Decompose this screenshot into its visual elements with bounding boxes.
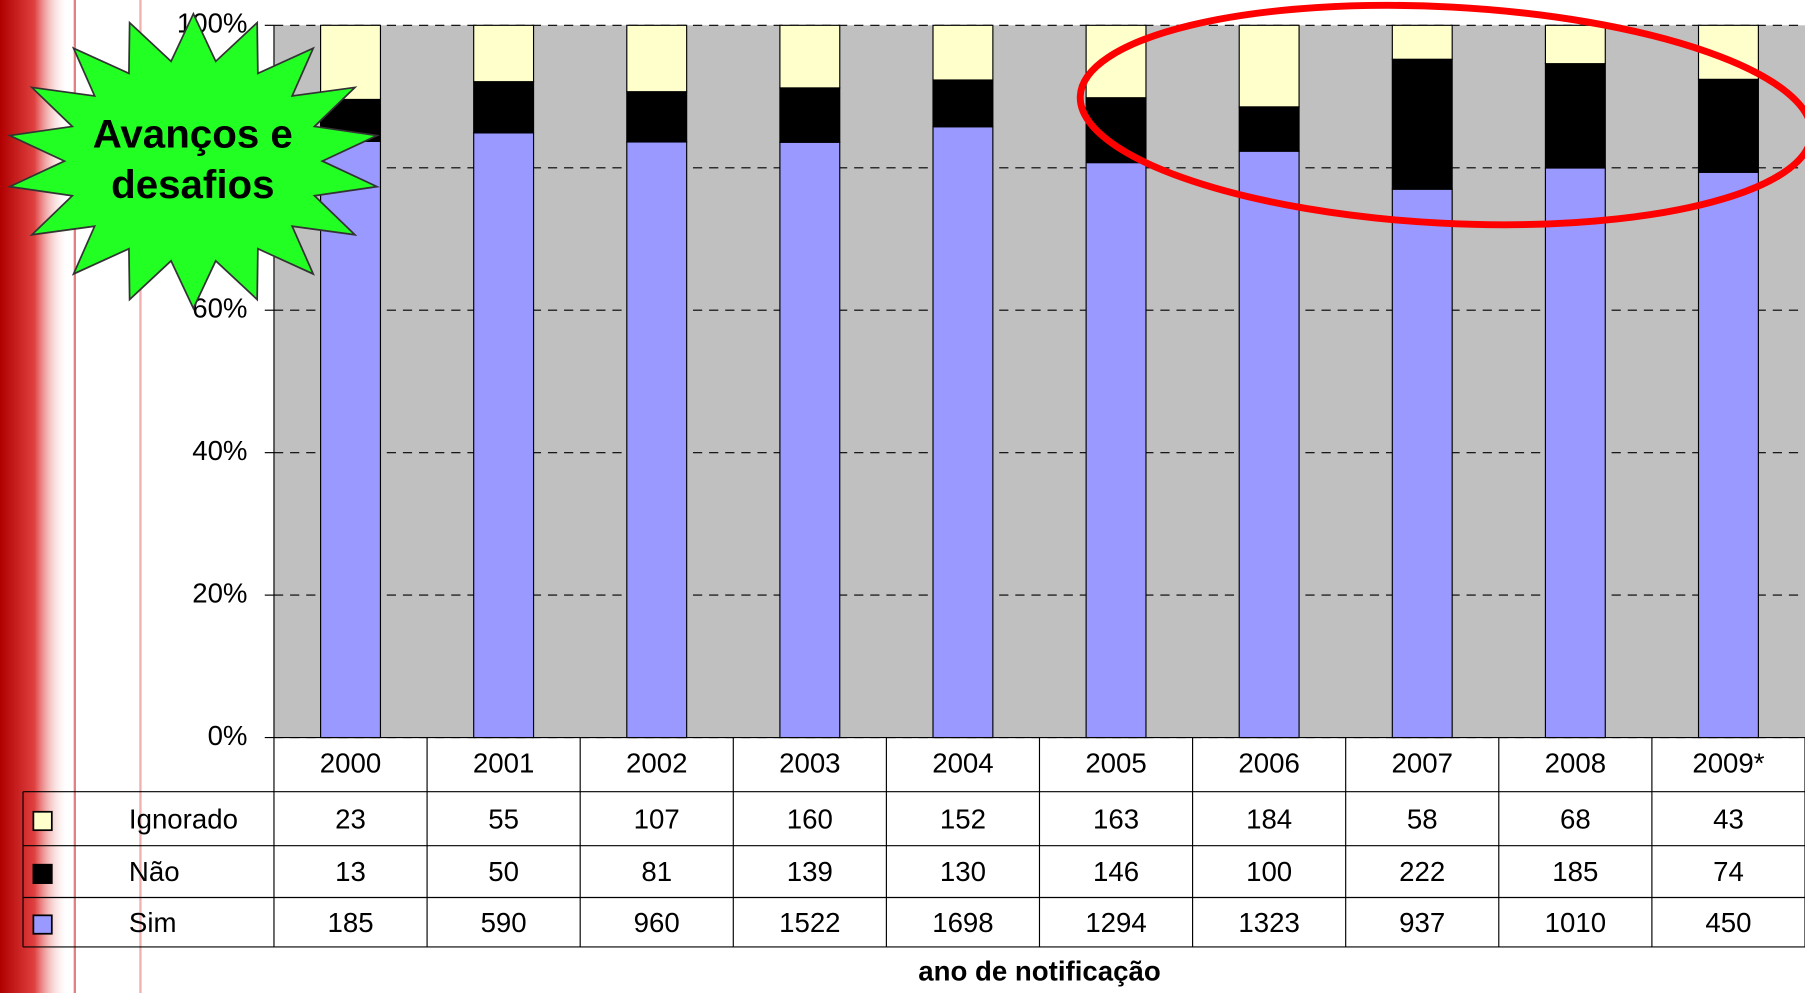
table-value: 13 — [335, 856, 366, 887]
table-value: 146 — [1093, 856, 1139, 887]
bar-segment — [1544, 24, 1606, 65]
table-value: 23 — [335, 803, 366, 834]
bar-segment — [626, 91, 688, 143]
bar-segment — [473, 24, 535, 83]
bar-segment — [1544, 167, 1606, 739]
table-value: 1522 — [779, 907, 840, 938]
bar-segment — [626, 141, 688, 739]
bar-segment — [779, 24, 841, 89]
table-value: 222 — [1399, 856, 1445, 887]
badge-text: Avanços e desafios — [92, 111, 293, 208]
bar-segment — [932, 24, 994, 81]
table-value: 100 — [1246, 856, 1292, 887]
bar-segment — [1391, 188, 1453, 739]
table-value: 1698 — [932, 907, 993, 938]
badge: Avanços e desafios — [92, 111, 293, 208]
y-tick-label: 40% — [192, 435, 247, 466]
x-tick-label: 2002 — [626, 747, 687, 778]
table-value: 185 — [1552, 856, 1598, 887]
bar-segment — [626, 24, 688, 93]
table-value: 184 — [1246, 803, 1292, 834]
y-tick-label: 60% — [192, 293, 247, 324]
bar-segment — [1085, 162, 1147, 739]
legend-swatch — [32, 863, 53, 884]
bar-segment — [1085, 24, 1147, 99]
table-value: 139 — [787, 856, 833, 887]
bar-segment — [932, 79, 994, 128]
table-value: 1010 — [1545, 907, 1606, 938]
table-value: 1323 — [1238, 907, 1299, 938]
table-value: 163 — [1093, 803, 1139, 834]
x-axis-title: ano de notificação — [918, 956, 1160, 987]
table-value: 152 — [940, 803, 986, 834]
x-tick-label: 2003 — [779, 747, 840, 778]
table-value: 1294 — [1085, 907, 1146, 938]
legend-label: Sim — [129, 907, 177, 938]
x-tick-label: 2007 — [1392, 747, 1453, 778]
plot-area: 0%20%40%60%80%100% — [177, 8, 1805, 751]
bar-segment — [320, 24, 382, 101]
table-value: 50 — [488, 856, 519, 887]
bar-segment — [1697, 171, 1759, 739]
table-value: 107 — [634, 803, 680, 834]
table-value: 960 — [634, 907, 680, 938]
legend-swatch — [32, 914, 53, 935]
y-tick-label: 0% — [208, 720, 248, 751]
bar-segment — [1391, 58, 1453, 190]
bar-segment — [473, 132, 535, 739]
table-value: 185 — [327, 907, 373, 938]
badge-star — [6, 11, 380, 311]
bar-segment — [779, 141, 841, 739]
bar-segment — [1544, 63, 1606, 169]
legend-label: Ignorado — [129, 803, 238, 834]
bar-segment — [779, 87, 841, 143]
table-value: 590 — [481, 907, 527, 938]
table-value: 450 — [1705, 907, 1751, 938]
table-value: 160 — [787, 803, 833, 834]
data-table: 2000 2001 2002 2003 2004 2005 2006 2007 2008 2009… — [22, 736, 1805, 948]
bar-segment — [1238, 150, 1300, 739]
x-tick-label: 2006 — [1238, 747, 1299, 778]
bar-segment — [932, 126, 994, 739]
bar-segment — [1697, 78, 1759, 173]
bar-segment — [1238, 106, 1300, 152]
legend-label: Não — [129, 856, 180, 887]
table-value: 43 — [1713, 803, 1744, 834]
x-tick-label: 2008 — [1545, 747, 1606, 778]
table-value: 130 — [940, 856, 986, 887]
bar-segment — [1238, 24, 1300, 108]
x-tick-label: 2005 — [1085, 747, 1146, 778]
legend-swatch — [32, 810, 53, 832]
bar-segment — [473, 81, 535, 134]
y-tick-label: 20% — [192, 577, 247, 608]
bar-segment — [1391, 24, 1453, 60]
highlight-ellipse — [1076, 1, 1805, 229]
table-value: 74 — [1713, 856, 1744, 887]
x-tick-label: 2001 — [473, 747, 534, 778]
table-value: 55 — [488, 803, 519, 834]
x-tick-label: 2009* — [1692, 747, 1764, 778]
table-value: 937 — [1399, 907, 1445, 938]
x-tick-label: 2004 — [932, 747, 993, 778]
table-value: 58 — [1407, 803, 1438, 834]
table-value: 81 — [641, 856, 672, 887]
x-tick-label: 2000 — [320, 747, 381, 778]
table-value: 68 — [1560, 803, 1591, 834]
